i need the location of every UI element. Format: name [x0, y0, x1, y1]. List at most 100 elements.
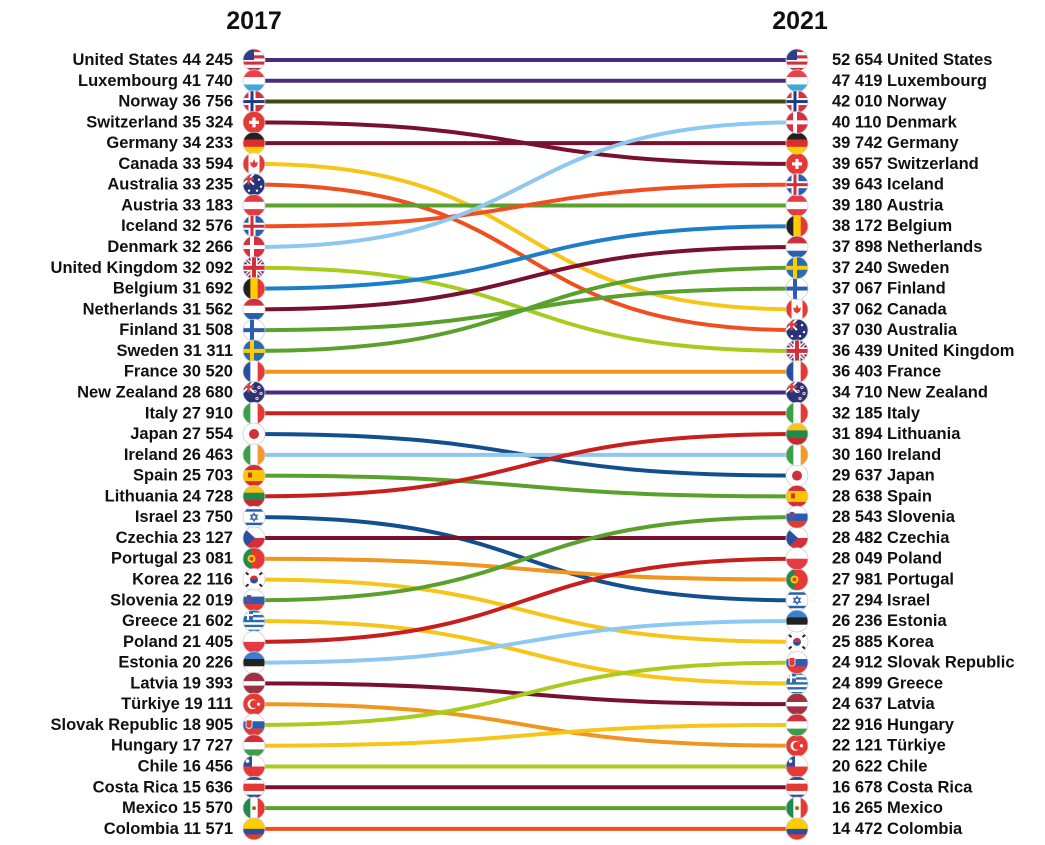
label-2021-chile: 20 622 Chile — [832, 758, 927, 776]
label-2021-australia: 37 030 Australia — [832, 321, 958, 339]
slope-lines — [252, 57, 799, 831]
flag-lt-2021-icon — [785, 422, 809, 446]
slope-line-t-rkiye — [252, 702, 799, 748]
label-2021-denmark: 40 110 Denmark — [832, 113, 958, 131]
flag-ee-2021-icon — [785, 609, 809, 633]
flag-be-2021-icon — [785, 214, 809, 238]
flag-co-2021-icon — [785, 817, 809, 841]
flag-pt-2021-icon — [785, 568, 809, 591]
flag-pt-2017-icon — [242, 547, 266, 571]
slope-line-slovenia — [252, 515, 799, 603]
label-2017-luxembourg: Luxembourg 41 740 — [78, 72, 233, 90]
label-2017-estonia: Estonia 20 226 — [118, 654, 233, 672]
flag-ca-2017-icon — [242, 152, 266, 176]
label-2021-greece: 24 899 Greece — [832, 674, 943, 692]
slope-line-slovak-republic — [252, 660, 799, 727]
label-2021-germany: 39 742 Germany — [832, 134, 959, 152]
flag-il-2021-icon — [785, 588, 809, 612]
flag-se-2017-icon — [242, 339, 266, 363]
flag-is-2021-icon — [785, 173, 809, 197]
label-2017-lithuania: Lithuania 24 728 — [105, 487, 233, 505]
label-2017-finland: Finland 31 508 — [119, 321, 233, 339]
flag-si-2021-icon — [785, 505, 809, 529]
flag-ie-2021-icon — [785, 443, 809, 467]
flag-it-2017-icon — [242, 401, 266, 425]
label-2017-japan: Japan 27 554 — [130, 425, 234, 443]
label-2021-israel: 27 294 Israel — [832, 591, 930, 609]
label-2021-japan: 29 637 Japan — [832, 467, 935, 485]
label-2021-lithuania: 31 894 Lithuania — [832, 425, 961, 443]
flag-gb-2021-icon — [785, 339, 809, 363]
label-2017-costa-rica: Costa Rica 15 636 — [93, 778, 233, 796]
label-2021-poland: 28 049 Poland — [832, 550, 942, 568]
label-2021-united-kingdom: 36 439 United Kingdom — [832, 342, 1014, 360]
label-2021-new-zealand: 34 710 New Zealand — [832, 383, 988, 401]
flag-hu-2017-icon — [242, 734, 266, 758]
flag-pl-2021-icon — [785, 547, 809, 571]
flag-no-2021-icon — [785, 90, 809, 113]
label-2021-estonia: 26 236 Estonia — [832, 612, 947, 630]
flag-cr-2017-icon — [242, 775, 266, 799]
flag-nz-2017-icon — [242, 381, 266, 404]
slope-line-sweden — [252, 265, 799, 353]
flag-gr-2017-icon — [242, 609, 266, 633]
flag-tr-2021-icon — [785, 734, 809, 758]
label-2021-norway: 42 010 Norway — [832, 93, 947, 111]
label-2017-hungary: Hungary 17 727 — [111, 737, 233, 755]
flag-es-2021-icon — [785, 484, 809, 508]
label-2021-colombia: 14 472 Colombia — [832, 820, 963, 838]
label-2017-korea: Korea 22 116 — [132, 571, 233, 589]
label-2021-sweden: 37 240 Sweden — [832, 259, 949, 277]
label-2017-france: France 30 520 — [124, 363, 233, 381]
slope-line-belgium — [252, 224, 799, 291]
flag-ee-2017-icon — [242, 651, 266, 675]
label-2021-hungary: 22 916 Hungary — [832, 716, 955, 734]
flag-at-2021-icon — [785, 194, 809, 217]
label-2017-latvia: Latvia 19 393 — [130, 674, 233, 692]
flag-de-2017-icon — [242, 131, 266, 155]
label-2017-italy: Italy 27 910 — [145, 404, 233, 422]
label-2017-israel: Israel 23 750 — [135, 508, 233, 526]
label-2017-czechia: Czechia 23 127 — [116, 529, 233, 547]
flag-jp-2017-icon — [242, 422, 266, 446]
label-2021-austria: 39 180 Austria — [832, 196, 944, 214]
label-2021-italy: 32 185 Italy — [832, 404, 921, 422]
slope-line-korea — [252, 577, 799, 644]
flag-au-2021-icon — [785, 318, 809, 342]
flag-is-2017-icon — [242, 214, 266, 238]
slope-line-lithuania — [252, 432, 799, 499]
label-2021-luxembourg: 47 419 Luxembourg — [832, 72, 987, 90]
label-2021-slovenia: 28 543 Slovenia — [832, 508, 956, 526]
label-2021-costa-rica: 16 678 Costa Rica — [832, 778, 973, 796]
label-2021-portugal: 27 981 Portugal — [832, 571, 954, 589]
label-2017-greece: Greece 21 602 — [122, 612, 233, 630]
label-2021-belgium: 38 172 Belgium — [832, 217, 952, 235]
label-2017-germany: Germany 34 233 — [106, 134, 233, 152]
label-2021-latvia: 24 637 Latvia — [832, 695, 936, 713]
label-2021-korea: 25 885 Korea — [832, 633, 935, 651]
label-2021-spain: 28 638 Spain — [832, 487, 932, 505]
flag-tr-2017-icon — [242, 692, 266, 716]
value-labels: United States 44 245 52 654 United States… — [50, 51, 1014, 838]
flag-fr-2017-icon — [242, 360, 266, 384]
flag-dk-2021-icon — [785, 110, 809, 134]
label-2017-canada: Canada 33 594 — [118, 155, 233, 173]
flag-nl-2021-icon — [785, 235, 809, 259]
slope-line-iceland — [252, 182, 799, 229]
label-2021-iceland: 39 643 Iceland — [832, 176, 944, 194]
label-2021-mexico: 16 265 Mexico — [832, 799, 943, 817]
label-2021-united-states: 52 654 United States — [832, 51, 993, 69]
flag-co-2017-icon — [242, 817, 266, 841]
label-2017-mexico: Mexico 15 570 — [122, 799, 233, 817]
flag-cl-2017-icon — [242, 755, 266, 778]
flag-ca-2021-icon — [785, 297, 809, 321]
flag-es-2017-icon — [242, 464, 266, 488]
label-2017-sweden: Sweden 31 311 — [117, 342, 234, 360]
label-2021-t-rkiye: 22 121 Türkiye — [832, 737, 946, 755]
slope-line-hungary — [252, 722, 799, 748]
label-2021-france: 36 403 France — [832, 363, 941, 381]
flag-lu-2021-icon — [785, 69, 809, 93]
slope-line-denmark — [252, 120, 799, 250]
slope-line-greece — [252, 619, 799, 686]
